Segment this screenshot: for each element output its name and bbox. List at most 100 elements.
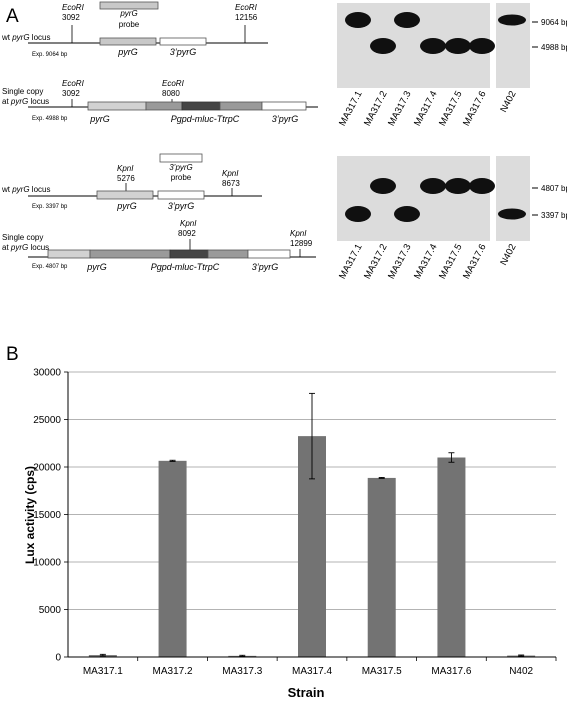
size-marker: 4988 bp [541,43,567,52]
lane-label: MA317.6 [461,242,489,281]
box-label: pyrG [86,262,107,272]
gene-box [47,249,91,259]
locus-label-line1: Single copy [2,87,43,96]
gene-box [159,37,207,46]
locus-label-line2: at pyrG locus [2,97,49,106]
site-enzyme: EcoRI [162,79,185,88]
promoter-box [89,249,171,259]
y-tick-label: 15000 [33,510,61,521]
mluc-box [169,249,209,259]
y-tick-label: 20000 [33,463,61,474]
site-position: 3092 [62,13,80,22]
diagram-single-ecori: EcoRI 3092 EcoRI 8080 Single copy at pyr… [2,79,318,124]
terminator-box [219,101,263,111]
site-position: 5276 [117,174,135,183]
locus-label-line2: at pyrG locus [2,243,49,252]
box-label: Pgpd-mluc-TtrpC [151,262,220,272]
chart-error-bars [99,392,525,657]
site-enzyme: EcoRI [62,79,85,88]
box-label: pyrG [89,114,110,124]
x-tick-label: MA317.6 [431,666,471,677]
site-enzyme: KpnI [117,164,134,173]
x-tick-label: MA317.1 [83,666,123,677]
diagram-wt-kpni: 3’pyrG probe KpnI 5276 KpnI 8673 wt pyrG… [1,153,262,211]
locus-label: wt pyrG locus [1,185,50,194]
probe-gene: 3’pyrG [169,163,193,172]
lane-label: N402 [498,242,518,267]
blot-2-n402 [496,156,530,241]
y-tick-label: 25000 [33,415,61,426]
site-position: 8080 [162,89,180,98]
site-enzyme: KpnI [180,219,197,228]
lane-label: MA317.4 [412,89,440,128]
blot-band [445,178,471,194]
diagram-single-kpni: KpnI 8092 KpnI 12899 Single copy at pyrG… [2,219,316,272]
box-label: 3’pyrG [168,201,195,211]
probe-gene: pyrG [119,9,137,18]
chart-axes [67,372,556,658]
y-tick-label: 0 [55,653,61,664]
site-enzyme: EcoRI [235,3,258,12]
site-position: 8673 [222,179,240,188]
blot-band [420,38,446,54]
size-marker: 9064 bp [541,18,567,27]
blot-band [420,178,446,194]
expected-size: Exp. 4807 bp [32,264,68,270]
blot-band [345,12,371,28]
box-label: pyrG [116,201,137,211]
lane-label: MA317.3 [386,89,414,128]
x-tick-label: N402 [509,666,533,677]
box-label: 3’pyrG [170,47,197,57]
blot-band [469,38,495,54]
site-position: 12156 [235,13,258,22]
gene-box [157,190,205,200]
site-enzyme: KpnI [222,169,239,178]
gene-box [96,190,154,200]
panel-b-label: B [6,344,19,365]
x-tick-label: MA317.3 [222,666,262,677]
blot-band [498,14,526,26]
expected-size: Exp. 3397 bp [32,204,68,210]
blot-band [394,12,420,28]
bar [367,477,396,657]
y-tick-label: 5000 [39,605,62,616]
box-label: Pgpd-mluc-TtrpC [171,114,240,124]
blot-band [370,38,396,54]
y-tick-label: 10000 [33,558,61,569]
y-axis-label: Lux activity (cps) [23,466,37,564]
site-position: 3092 [62,89,80,98]
lane-label: MA317.3 [386,242,414,281]
blot-band [394,206,420,222]
gene-box [261,101,307,111]
box-label: pyrG [117,47,138,57]
x-tick-label: MA317.5 [362,666,402,677]
panel-a-label: A [6,6,19,27]
lane-label: N402 [498,89,518,114]
locus-label-line1: Single copy [2,233,43,242]
lane-label: MA317.1 [337,242,365,281]
site-position: 12899 [290,239,313,248]
bar [437,457,466,657]
diagram-wt-ecori: pyrG probe EcoRI 3092 EcoRI 12156 wt pyr… [1,1,268,58]
size-marker: 3397 bp [541,211,567,220]
site-enzyme: EcoRI [62,3,85,12]
blot-band [445,38,471,54]
mluc-box [181,101,221,111]
locus-label: wt pyrG locus [1,33,50,42]
lane-label: MA317.4 [412,242,440,281]
expected-size: Exp. 9064 bp [32,52,68,58]
chart-x-tick-labels: MA317.1 MA317.2 MA317.3 MA317.4 MA317.5 MA317… [83,666,534,677]
chart-y-tick-labels: 0 5000 10000 15000 20000 25000 30000 [33,368,61,664]
gene-box [247,249,291,259]
box-label: 3’pyrG [272,114,299,124]
blot-band [469,178,495,194]
probe-word: probe [171,173,192,182]
probe-word: probe [119,20,140,29]
size-marker: 4807 bp [541,184,567,193]
expected-size: Exp. 4988 bp [32,116,68,122]
y-tick-label: 30000 [33,368,61,379]
lane-label: MA317.6 [461,89,489,128]
blot-band [498,208,526,220]
box-label: 3’pyrG [252,262,279,272]
